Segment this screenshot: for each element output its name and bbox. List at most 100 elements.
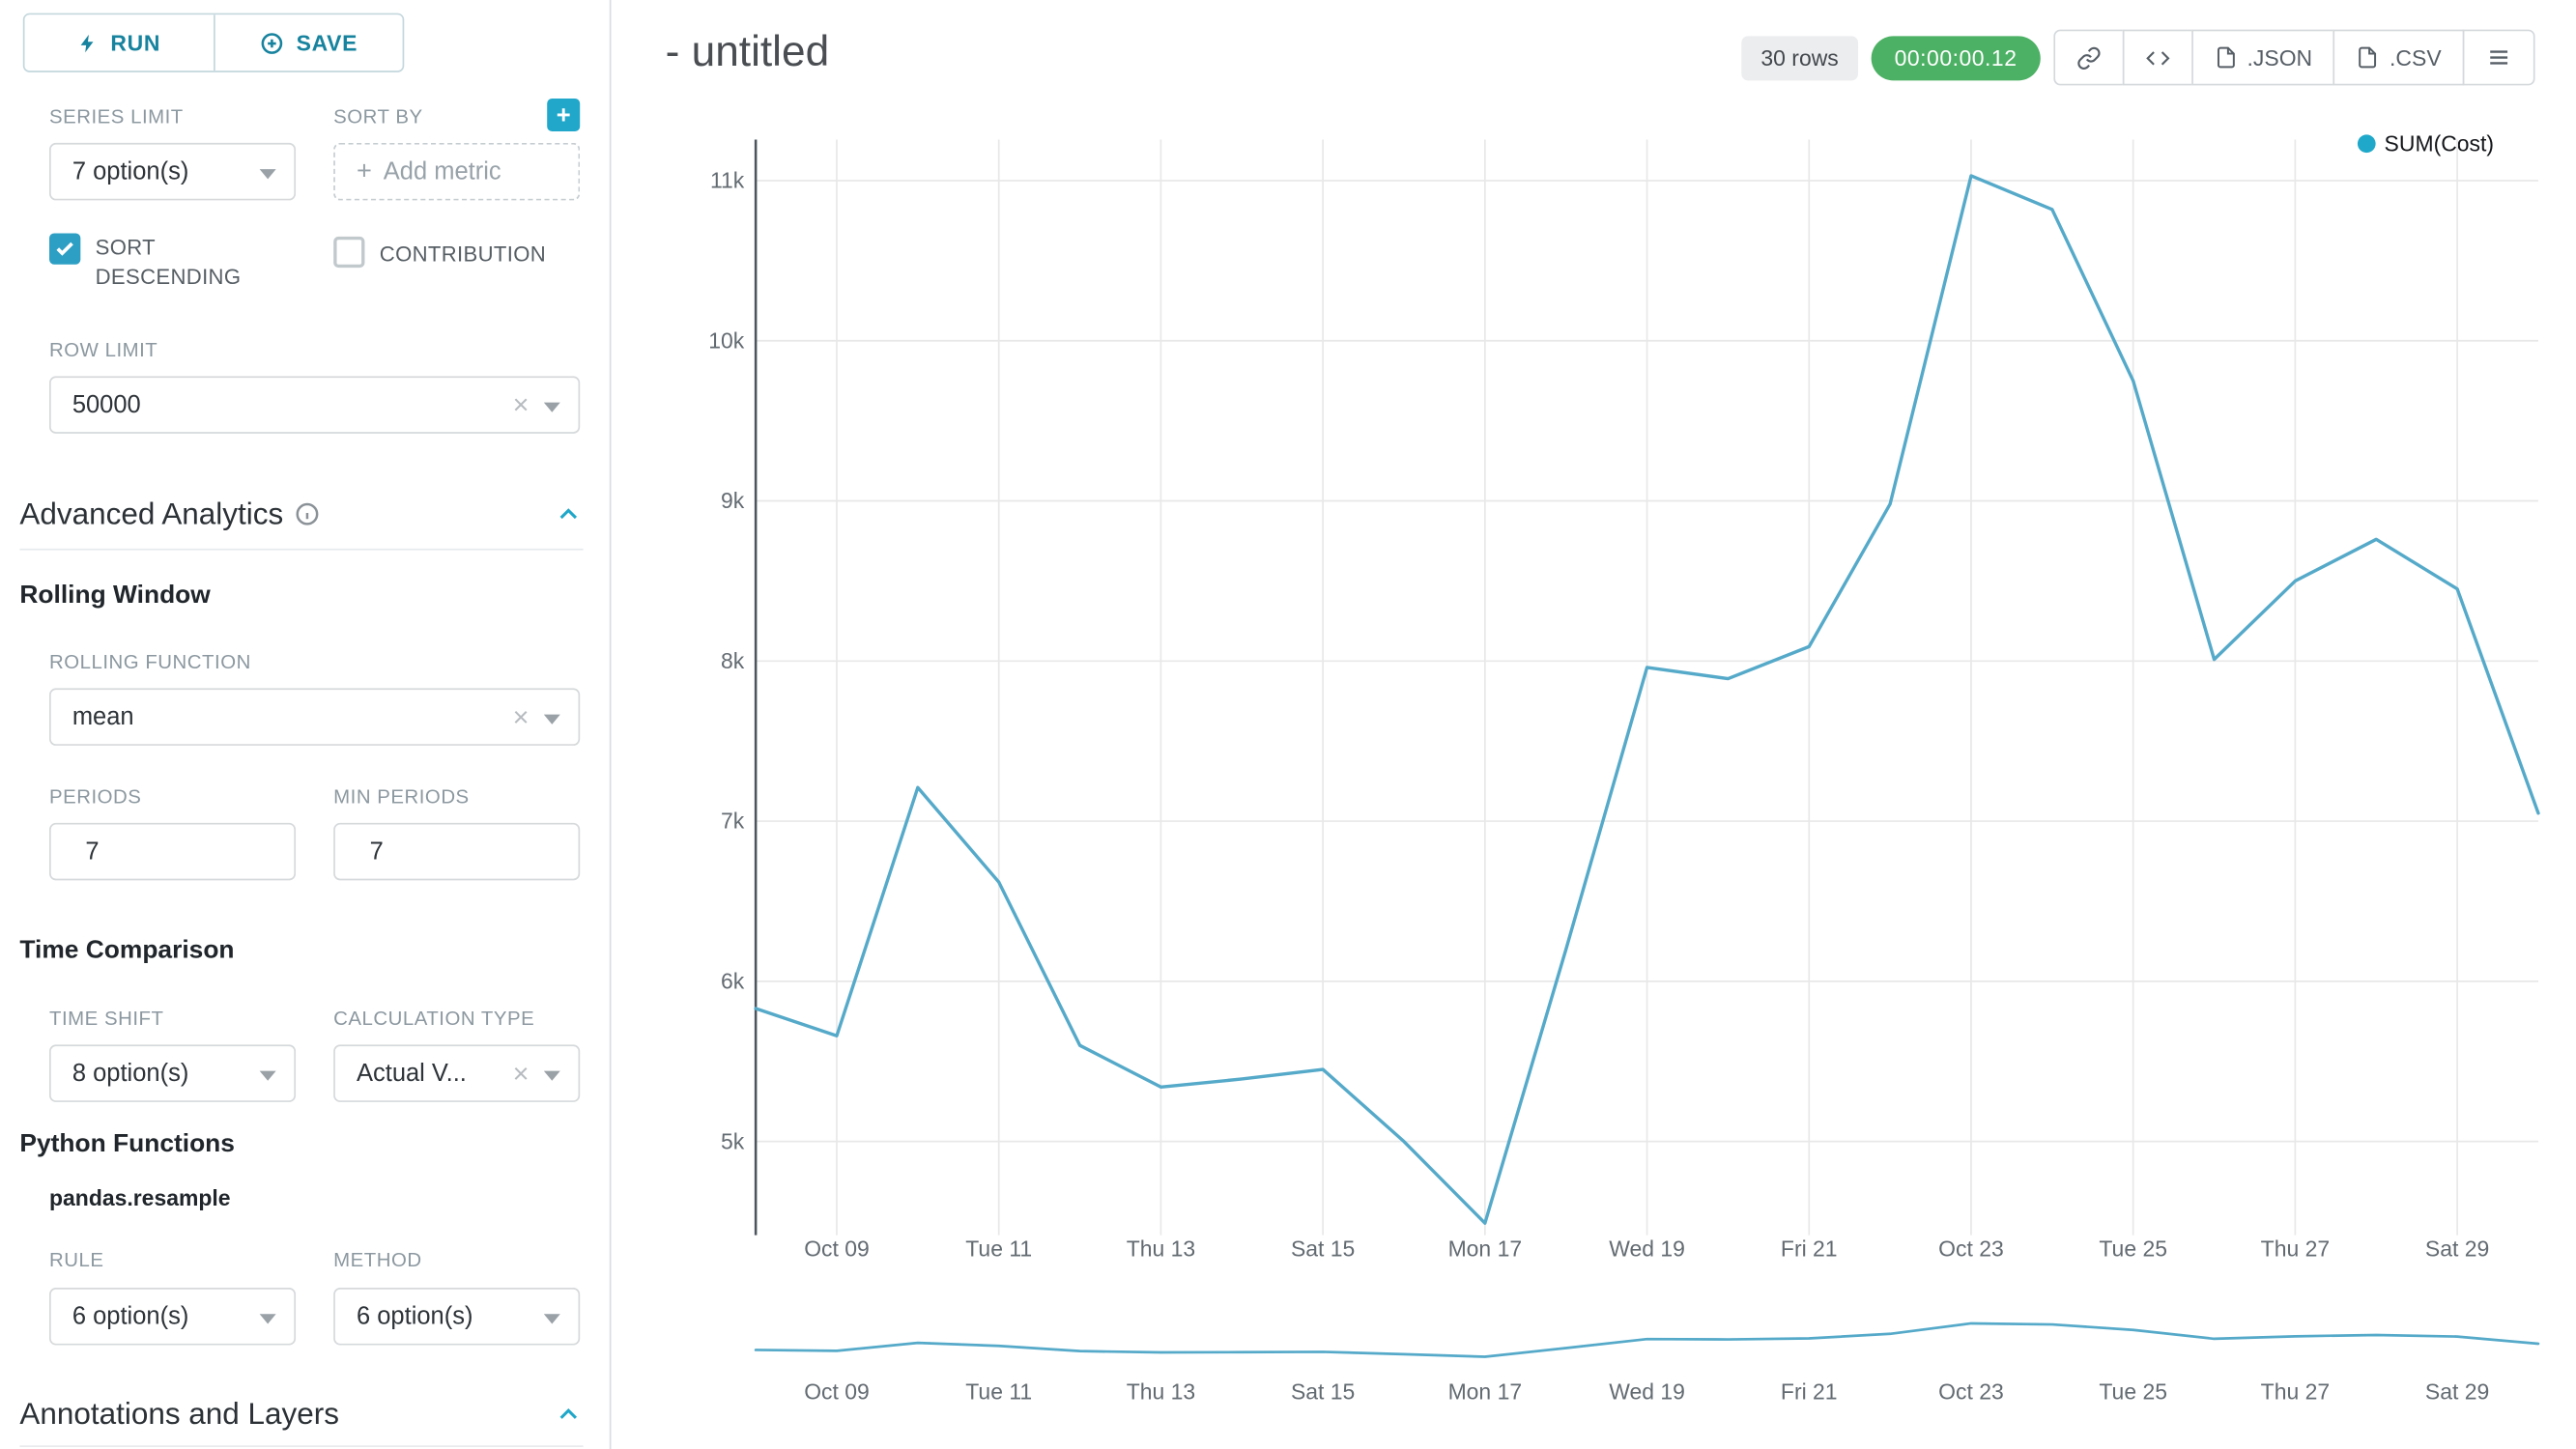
svg-text:Tue 25: Tue 25 bbox=[2099, 1236, 2167, 1262]
row-limit-label: ROW LIMIT bbox=[49, 338, 158, 362]
sort-descending-checkbox[interactable] bbox=[49, 233, 81, 265]
check-icon bbox=[56, 242, 73, 256]
contribution-label: CONTRIBUTION bbox=[379, 241, 547, 267]
svg-text:Fri 21: Fri 21 bbox=[1781, 1379, 1838, 1405]
row-limit-value: 50000 bbox=[72, 390, 141, 419]
svg-text:Oct 09: Oct 09 bbox=[804, 1236, 870, 1262]
chart-title: - untitled bbox=[665, 26, 830, 76]
chart-panel: - untitled 30 rows 00:00:00.12 bbox=[611, 0, 2576, 1449]
sort-descending-label: SORT DESCENDING bbox=[95, 235, 242, 290]
periods-input[interactable] bbox=[49, 822, 297, 881]
svg-text:Mon 17: Mon 17 bbox=[1448, 1379, 1523, 1405]
clear-icon[interactable]: × bbox=[512, 1057, 530, 1089]
series-limit-select[interactable]: 7 option(s) bbox=[49, 142, 297, 201]
query-timer-badge: 00:00:00.12 bbox=[1871, 35, 2041, 80]
method-label: METHOD bbox=[333, 1248, 422, 1272]
svg-text:11k: 11k bbox=[710, 168, 745, 193]
svg-text:Wed 19: Wed 19 bbox=[1609, 1379, 1685, 1405]
chevron-down-icon bbox=[259, 1069, 276, 1080]
svg-text:5k: 5k bbox=[721, 1128, 745, 1153]
method-select[interactable]: 6 option(s) bbox=[333, 1288, 581, 1346]
clear-icon[interactable]: × bbox=[512, 388, 530, 420]
run-button-label: RUN bbox=[110, 30, 161, 55]
svg-text:Thu 13: Thu 13 bbox=[1127, 1379, 1195, 1405]
time-shift-value: 8 option(s) bbox=[72, 1059, 189, 1088]
csv-button-label: .CSV bbox=[2390, 44, 2442, 71]
chart-header-actions: 30 rows 00:00:00.12 .JSON bbox=[1740, 29, 2535, 86]
plus-icon: + bbox=[356, 156, 372, 185]
svg-text:Thu 13: Thu 13 bbox=[1127, 1236, 1195, 1262]
time-shift-select[interactable]: 8 option(s) bbox=[49, 1044, 297, 1102]
sort-by-add-metric[interactable]: + Add metric bbox=[333, 142, 581, 201]
rolling-function-value: mean bbox=[72, 702, 134, 731]
chevron-up-icon[interactable] bbox=[554, 1400, 584, 1430]
chevron-down-icon bbox=[543, 1069, 560, 1080]
lightning-icon bbox=[77, 30, 99, 55]
series-limit-value: 7 option(s) bbox=[72, 157, 189, 186]
time-shift-label: TIME SHIFT bbox=[49, 1007, 164, 1031]
svg-text:Sat 15: Sat 15 bbox=[1291, 1236, 1355, 1262]
svg-text:Fri 21: Fri 21 bbox=[1781, 1236, 1838, 1262]
method-value: 6 option(s) bbox=[356, 1302, 473, 1331]
annotations-header[interactable]: Annotations and Layers bbox=[19, 1396, 584, 1447]
mini-line-chart[interactable]: Oct 09 Tue 11 Thu 13 Sat 15 Mon 17 Wed 19 Fri … bbox=[677, 1297, 2550, 1426]
svg-text:Tue 11: Tue 11 bbox=[965, 1236, 1032, 1262]
sort-by-placeholder: Add metric bbox=[383, 157, 501, 186]
calculation-type-label: CALCULATION TYPE bbox=[333, 1007, 535, 1031]
chevron-down-icon bbox=[543, 401, 560, 412]
save-button-label: SAVE bbox=[296, 30, 358, 55]
run-button[interactable]: RUN bbox=[24, 14, 215, 71]
rule-value: 6 option(s) bbox=[72, 1302, 189, 1331]
svg-text:Oct 23: Oct 23 bbox=[1938, 1236, 2004, 1262]
calculation-type-value: Actual V... bbox=[356, 1059, 467, 1088]
short-link-button[interactable] bbox=[2052, 29, 2125, 86]
hamburger-icon bbox=[2486, 46, 2512, 70]
json-button-label: .JSON bbox=[2247, 44, 2313, 71]
contribution-checkbox[interactable] bbox=[333, 236, 365, 269]
info-icon bbox=[295, 501, 321, 527]
rule-label: RULE bbox=[49, 1248, 104, 1272]
chevron-up-icon[interactable] bbox=[554, 499, 584, 529]
clear-icon[interactable]: × bbox=[512, 700, 530, 732]
file-icon bbox=[2357, 46, 2380, 70]
svg-text:Sat 29: Sat 29 bbox=[2425, 1379, 2489, 1405]
min-periods-label: MIN PERIODS bbox=[333, 784, 470, 809]
main-line-chart[interactable]: 5k 6k 7k 8k 9k 10k 11k Oct 09 Tue 11 Thu 13 Sat 15… bbox=[677, 124, 2550, 1282]
add-sort-metric-button[interactable]: + bbox=[547, 99, 581, 132]
chevron-down-icon bbox=[259, 1313, 276, 1323]
svg-text:Thu 27: Thu 27 bbox=[2261, 1236, 2330, 1262]
svg-text:8k: 8k bbox=[721, 648, 745, 673]
row-limit-select[interactable]: 50000 × bbox=[49, 376, 581, 434]
view-query-button[interactable] bbox=[2122, 29, 2193, 86]
python-functions-title: Python Functions bbox=[19, 1129, 235, 1158]
periods-label: PERIODS bbox=[49, 784, 142, 809]
export-button-group: .JSON .CSV bbox=[2052, 29, 2535, 86]
sort-by-label: SORT BY bbox=[333, 104, 423, 128]
chart-legend[interactable]: SUM(Cost) bbox=[2358, 131, 2494, 156]
svg-text:7k: 7k bbox=[721, 809, 745, 834]
calculation-type-select[interactable]: Actual V... × bbox=[333, 1044, 581, 1102]
svg-text:Tue 25: Tue 25 bbox=[2099, 1379, 2167, 1405]
run-save-group: RUN SAVE bbox=[22, 13, 405, 72]
advanced-analytics-title: Advanced Analytics bbox=[19, 496, 284, 531]
legend-label: SUM(Cost) bbox=[2384, 131, 2495, 156]
chevron-down-icon bbox=[543, 713, 560, 724]
svg-text:Sat 29: Sat 29 bbox=[2425, 1236, 2489, 1262]
svg-text:9k: 9k bbox=[721, 488, 745, 513]
advanced-analytics-header[interactable]: Advanced Analytics bbox=[19, 496, 584, 551]
svg-text:Thu 27: Thu 27 bbox=[2261, 1379, 2330, 1405]
svg-text:Sat 15: Sat 15 bbox=[1291, 1379, 1355, 1405]
export-json-button[interactable]: .JSON bbox=[2190, 29, 2335, 86]
chart-menu-button[interactable] bbox=[2462, 29, 2535, 86]
save-button[interactable]: SAVE bbox=[214, 14, 403, 71]
svg-text:Oct 23: Oct 23 bbox=[1938, 1379, 2004, 1405]
min-periods-input[interactable] bbox=[333, 822, 581, 881]
svg-text:6k: 6k bbox=[721, 969, 745, 994]
rule-select[interactable]: 6 option(s) bbox=[49, 1288, 297, 1346]
export-csv-button[interactable]: .CSV bbox=[2333, 29, 2465, 86]
series-limit-label: SERIES LIMIT bbox=[49, 104, 184, 128]
svg-text:Oct 09: Oct 09 bbox=[804, 1379, 870, 1405]
rolling-function-label: ROLLING FUNCTION bbox=[49, 650, 251, 674]
rolling-function-select[interactable]: mean × bbox=[49, 688, 581, 746]
